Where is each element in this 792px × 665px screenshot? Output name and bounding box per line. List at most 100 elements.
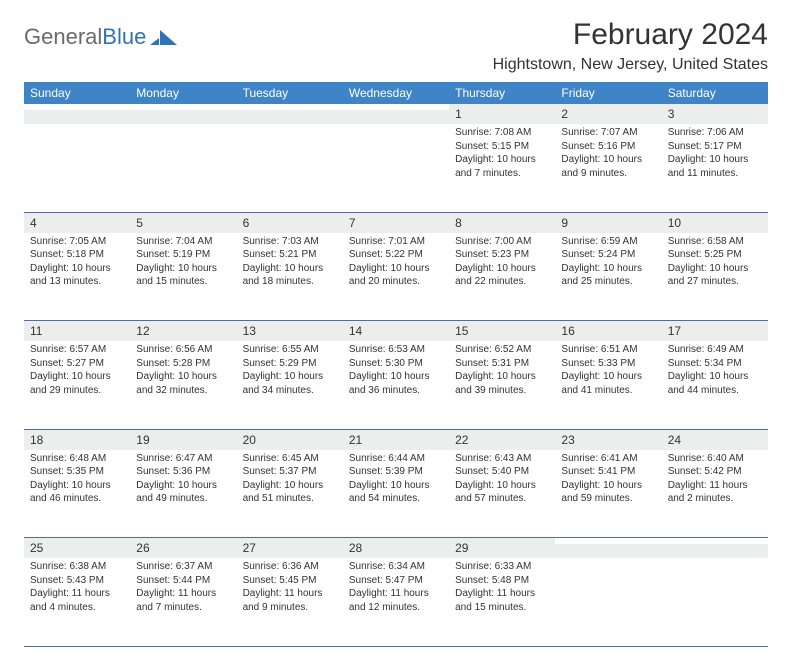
day-number: 8 bbox=[449, 213, 555, 233]
day-number: 5 bbox=[130, 213, 236, 233]
day-number-cell bbox=[237, 104, 343, 124]
day-cell: Sunrise: 7:01 AMSunset: 5:22 PMDaylight:… bbox=[343, 233, 449, 321]
day-number-cell: 1 bbox=[449, 104, 555, 124]
day-detail: Sunrise: 7:08 AMSunset: 5:15 PMDaylight:… bbox=[449, 124, 555, 184]
brand-logo: GeneralBlue bbox=[24, 24, 178, 50]
day-number: 27 bbox=[237, 538, 343, 558]
brand-text-gray: General bbox=[24, 24, 102, 49]
day-number-cell: 21 bbox=[343, 429, 449, 450]
day-cell: Sunrise: 6:43 AMSunset: 5:40 PMDaylight:… bbox=[449, 450, 555, 538]
day-number: 2 bbox=[555, 104, 661, 124]
day-detail: Sunrise: 7:00 AMSunset: 5:23 PMDaylight:… bbox=[449, 233, 555, 293]
day-detail: Sunrise: 7:07 AMSunset: 5:16 PMDaylight:… bbox=[555, 124, 661, 184]
day-detail: Sunrise: 6:33 AMSunset: 5:48 PMDaylight:… bbox=[449, 558, 555, 618]
day-detail: Sunrise: 6:47 AMSunset: 5:36 PMDaylight:… bbox=[130, 450, 236, 510]
day-cell: Sunrise: 7:03 AMSunset: 5:21 PMDaylight:… bbox=[237, 233, 343, 321]
day-number: 19 bbox=[130, 430, 236, 450]
day-number: 21 bbox=[343, 430, 449, 450]
day-detail: Sunrise: 6:34 AMSunset: 5:47 PMDaylight:… bbox=[343, 558, 449, 618]
day-detail: Sunrise: 6:56 AMSunset: 5:28 PMDaylight:… bbox=[130, 341, 236, 401]
week-daynum-row: 11121314151617 bbox=[24, 321, 768, 342]
day-cell: Sunrise: 7:04 AMSunset: 5:19 PMDaylight:… bbox=[130, 233, 236, 321]
day-detail: Sunrise: 6:55 AMSunset: 5:29 PMDaylight:… bbox=[237, 341, 343, 401]
week-daynum-row: 45678910 bbox=[24, 212, 768, 233]
day-number-cell: 4 bbox=[24, 212, 130, 233]
brand-text: GeneralBlue bbox=[24, 24, 146, 50]
day-number-cell: 3 bbox=[662, 104, 768, 124]
day-detail: Sunrise: 6:52 AMSunset: 5:31 PMDaylight:… bbox=[449, 341, 555, 401]
day-cell: Sunrise: 6:52 AMSunset: 5:31 PMDaylight:… bbox=[449, 341, 555, 429]
day-detail: Sunrise: 6:49 AMSunset: 5:34 PMDaylight:… bbox=[662, 341, 768, 401]
day-number: 3 bbox=[662, 104, 768, 124]
day-number: 13 bbox=[237, 321, 343, 341]
day-number bbox=[24, 104, 130, 110]
week-row: Sunrise: 7:05 AMSunset: 5:18 PMDaylight:… bbox=[24, 233, 768, 321]
day-cell bbox=[130, 124, 236, 212]
day-cell: Sunrise: 7:08 AMSunset: 5:15 PMDaylight:… bbox=[449, 124, 555, 212]
day-number-cell: 18 bbox=[24, 429, 130, 450]
day-number: 29 bbox=[449, 538, 555, 558]
day-number: 7 bbox=[343, 213, 449, 233]
day-detail: Sunrise: 7:03 AMSunset: 5:21 PMDaylight:… bbox=[237, 233, 343, 293]
day-header: Monday bbox=[130, 82, 236, 104]
day-detail: Sunrise: 6:51 AMSunset: 5:33 PMDaylight:… bbox=[555, 341, 661, 401]
brand-text-blue: Blue bbox=[102, 24, 146, 49]
calendar-header: SundayMondayTuesdayWednesdayThursdayFrid… bbox=[24, 82, 768, 104]
day-detail: Sunrise: 6:45 AMSunset: 5:37 PMDaylight:… bbox=[237, 450, 343, 510]
day-number-cell: 7 bbox=[343, 212, 449, 233]
day-cell: Sunrise: 6:48 AMSunset: 5:35 PMDaylight:… bbox=[24, 450, 130, 538]
day-number-cell bbox=[343, 104, 449, 124]
day-detail: Sunrise: 6:41 AMSunset: 5:41 PMDaylight:… bbox=[555, 450, 661, 510]
day-number-cell bbox=[130, 104, 236, 124]
week-daynum-row: 18192021222324 bbox=[24, 429, 768, 450]
brand-mark-icon bbox=[150, 27, 178, 47]
day-cell bbox=[24, 124, 130, 212]
day-cell: Sunrise: 6:49 AMSunset: 5:34 PMDaylight:… bbox=[662, 341, 768, 429]
day-number-cell: 8 bbox=[449, 212, 555, 233]
day-header: Friday bbox=[555, 82, 661, 104]
day-number bbox=[237, 104, 343, 110]
day-header: Tuesday bbox=[237, 82, 343, 104]
day-number: 11 bbox=[24, 321, 130, 341]
day-cell: Sunrise: 6:56 AMSunset: 5:28 PMDaylight:… bbox=[130, 341, 236, 429]
day-number-cell: 24 bbox=[662, 429, 768, 450]
day-number: 16 bbox=[555, 321, 661, 341]
day-number-cell: 16 bbox=[555, 321, 661, 342]
day-number-cell: 2 bbox=[555, 104, 661, 124]
day-cell: Sunrise: 6:40 AMSunset: 5:42 PMDaylight:… bbox=[662, 450, 768, 538]
day-cell: Sunrise: 6:59 AMSunset: 5:24 PMDaylight:… bbox=[555, 233, 661, 321]
day-detail: Sunrise: 6:59 AMSunset: 5:24 PMDaylight:… bbox=[555, 233, 661, 293]
day-cell: Sunrise: 6:58 AMSunset: 5:25 PMDaylight:… bbox=[662, 233, 768, 321]
day-number: 15 bbox=[449, 321, 555, 341]
day-number: 14 bbox=[343, 321, 449, 341]
day-number: 18 bbox=[24, 430, 130, 450]
day-cell: Sunrise: 6:55 AMSunset: 5:29 PMDaylight:… bbox=[237, 341, 343, 429]
day-number-cell: 28 bbox=[343, 538, 449, 559]
day-number-cell: 10 bbox=[662, 212, 768, 233]
day-number-cell: 17 bbox=[662, 321, 768, 342]
day-number-cell: 20 bbox=[237, 429, 343, 450]
day-number bbox=[130, 104, 236, 110]
day-header: Thursday bbox=[449, 82, 555, 104]
day-cell: Sunrise: 6:44 AMSunset: 5:39 PMDaylight:… bbox=[343, 450, 449, 538]
day-number-cell: 5 bbox=[130, 212, 236, 233]
day-number: 6 bbox=[237, 213, 343, 233]
day-detail: Sunrise: 6:57 AMSunset: 5:27 PMDaylight:… bbox=[24, 341, 130, 401]
day-header: Saturday bbox=[662, 82, 768, 104]
location-text: Hightstown, New Jersey, United States bbox=[493, 56, 768, 74]
day-cell bbox=[237, 124, 343, 212]
day-number-cell: 12 bbox=[130, 321, 236, 342]
day-number-cell: 27 bbox=[237, 538, 343, 559]
day-number-cell: 13 bbox=[237, 321, 343, 342]
day-number-cell: 26 bbox=[130, 538, 236, 559]
day-number-cell: 6 bbox=[237, 212, 343, 233]
day-number: 12 bbox=[130, 321, 236, 341]
day-detail: Sunrise: 6:38 AMSunset: 5:43 PMDaylight:… bbox=[24, 558, 130, 618]
day-number: 25 bbox=[24, 538, 130, 558]
day-number-cell: 9 bbox=[555, 212, 661, 233]
day-number bbox=[343, 104, 449, 110]
day-number-cell: 22 bbox=[449, 429, 555, 450]
day-header: Sunday bbox=[24, 82, 130, 104]
day-cell: Sunrise: 6:38 AMSunset: 5:43 PMDaylight:… bbox=[24, 558, 130, 646]
title-block: February 2024 Hightstown, New Jersey, Un… bbox=[493, 18, 768, 74]
